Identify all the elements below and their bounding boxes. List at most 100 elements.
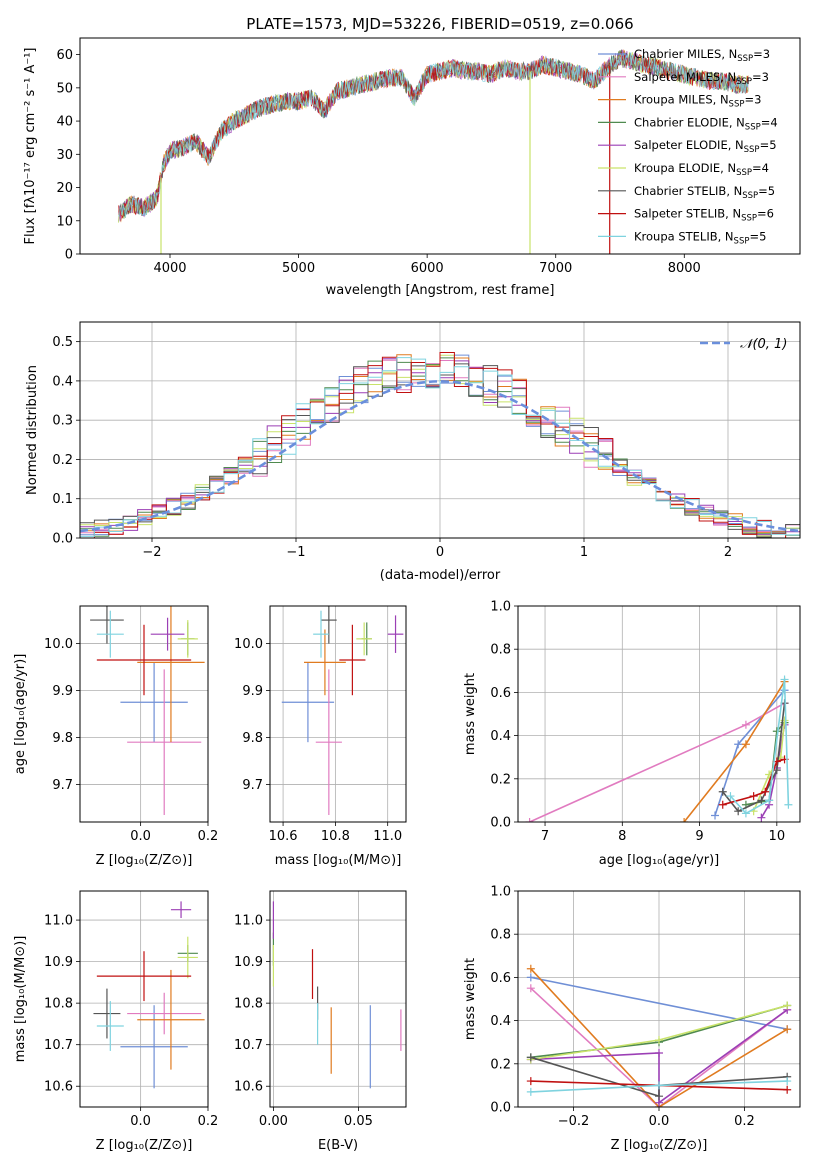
spectrum-line-salpeter_stelib [118,52,749,219]
legend-label-chabrier_elodie: Chabrier ELODIE, NSSP=4 [634,115,778,132]
plot-area [526,964,792,1107]
weight-marker-kroupa_miles [783,1025,792,1034]
axes-frame [269,890,407,1108]
weight-marker-salpeter_miles [526,984,535,993]
x-axis-label: Z [log₁₀(Z/Z⊙)] [611,1138,708,1153]
y-tick-label: 10.8 [44,997,73,1012]
weight-marker-kroupa_stelib [726,792,735,801]
legend-label-kroupa_elodie: Kroupa ELODIE, NSSP=4 [634,161,769,178]
y-tick-label: 0.2 [52,453,73,468]
weight-line-salpeter_elodie [760,724,786,819]
weight-marker-chabrier_stelib [757,796,766,805]
y-axis-label: mass weight [463,673,478,755]
x-tick-label: 2 [724,545,732,560]
axes-frame [79,321,801,539]
y-tick-label: 10.7 [234,1038,263,1053]
y-tick-label: 9.8 [242,731,263,746]
weight-marker-salpeter_stelib [718,800,727,809]
weight-marker-chabrier_stelib [734,807,743,816]
x-axis-label: (data-model)/error [380,568,501,583]
axes-age_vs_z: 0.0 0.2 9.7 9.8 9.9 10.0 Z [log₁₀(Z/Z⊙)] age [l… [13,605,218,868]
weight-marker-salpeter_elodie [655,1049,663,1057]
plot-area [93,901,205,1089]
x-axis-label: wavelength [Angstrom, rest frame] [326,283,555,298]
x-axis-label: E(B-V) [318,1138,358,1153]
weight-marker-salpeter_stelib [749,792,758,801]
y-tick-label: 1.0 [490,885,511,900]
y-tick-label: 9.9 [52,684,73,699]
x-tick-label: 7000 [539,261,572,276]
legend-label-salpeter_stelib: Salpeter STELIB, NSSP=6 [634,207,774,224]
axes-spectrum: 4000 5000 6000 7000 8000 0 10 20 30 40 50 60 wavelen… [23,37,801,298]
x-tick-label: 7 [541,829,549,844]
plot-area [90,606,205,815]
weight-marker-chabrier_miles [734,740,743,749]
x-tick-label: −1 [286,545,305,560]
y-tick-label: 0.0 [52,532,73,547]
x-tick-label: 0.00 [259,1114,288,1129]
y-axis-label: Normed distribution [25,365,40,495]
y-tick-label: 10.0 [44,637,73,652]
y-tick-label: 9.7 [52,778,73,793]
x-tick-label: 11.0 [373,829,402,844]
legend-label-chabrier_stelib: Chabrier STELIB, NSSP=5 [634,184,775,201]
x-tick-label: 0.0 [649,1114,670,1129]
weight-marker-kroupa_stelib [741,809,750,818]
weight-line-salpeter_miles [530,987,788,1107]
weight-marker-chabrier_miles [526,973,535,982]
legend: 𝒩(0, 1) [700,337,787,352]
x-tick-label: 5000 [282,261,315,276]
x-tick-label: 1 [580,545,588,560]
y-tick-label: 11.0 [44,914,73,929]
plot-area [281,606,404,815]
y-tick-label: 10.0 [234,637,263,652]
y-tick-label: 0.8 [490,643,511,658]
y-tick-label: 10.7 [44,1038,73,1053]
y-tick-label: 0.4 [490,1014,511,1029]
weight-line-chabrier_miles [530,976,788,1030]
y-axis-label: mass [log₁₀(M/M⊙)] [13,936,28,1063]
y-tick-label: 0.4 [490,729,511,744]
y-tick-label: 20 [56,181,73,196]
y-tick-label: 60 [56,48,73,63]
y-tick-label: 50 [56,81,73,96]
y-tick-label: 10.6 [44,1080,73,1095]
weight-marker-salpeter_stelib [526,1077,535,1086]
y-tick-label: 10 [56,214,73,229]
y-tick-label: 0.0 [490,1101,511,1116]
weight-marker-salpeter_miles [525,818,534,822]
x-tick-label: 6000 [411,261,444,276]
legend-label-salpeter_elodie: Salpeter ELODIE, NSSP=5 [634,138,777,155]
weight-marker-kroupa_miles [526,964,535,973]
weight-line-kroupa_miles [530,968,788,1107]
x-tick-label: −2 [142,545,161,560]
y-tick-label: 0.8 [490,928,511,943]
legend-label-chabrier_miles: Chabrier MILES, NSSP=3 [634,47,770,64]
y-tick-label: 9.8 [52,731,73,746]
normal-curve [80,379,800,533]
y-tick-label: 0.6 [490,686,511,701]
y-tick-label: 10.9 [234,955,263,970]
weight-marker-kroupa_stelib [780,675,789,684]
axes-frame [79,37,801,255]
x-tick-label: 10.8 [321,829,350,844]
axes-frame [79,605,209,823]
legend-label-kroupa_stelib: Kroupa STELIB, NSSP=5 [634,229,766,246]
y-tick-label: 30 [56,148,73,163]
weight-marker-salpeter_stelib [761,787,770,796]
weight-marker-salpeter_miles [741,720,750,729]
y-tick-label: 0.0 [490,816,511,831]
y-tick-label: 11.0 [234,914,263,929]
weight-marker-chabrier_stelib [526,1053,535,1062]
weight-marker-kroupa_miles [741,740,750,749]
y-tick-label: 0.5 [52,335,73,350]
axes-frame [517,605,801,823]
x-tick-label: 9 [695,829,703,844]
legend-label-normal: 𝒩(0, 1) [740,337,787,352]
x-tick-label: 10 [769,829,786,844]
y-tick-label: 10.9 [44,955,73,970]
y-tick-label: 0.3 [52,414,73,429]
y-tick-label: 0.4 [52,374,73,389]
y-axis-label: age [log₁₀(age/yr)] [13,654,28,775]
x-tick-label: 8 [618,829,626,844]
